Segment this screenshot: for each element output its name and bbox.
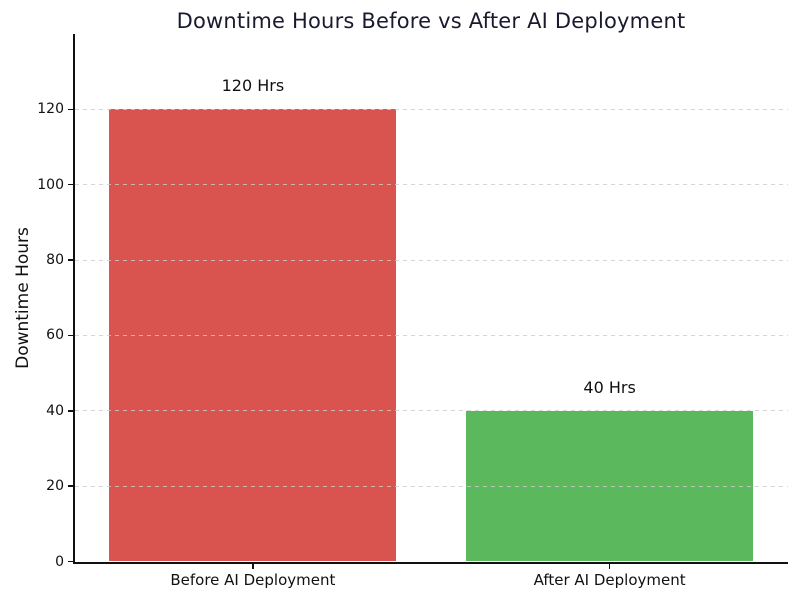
y-tick-label: 0 xyxy=(55,553,64,570)
plot-area xyxy=(73,34,788,564)
gridline xyxy=(74,485,788,487)
gridline xyxy=(74,334,788,336)
y-tick xyxy=(68,334,73,337)
y-tick-label: 120 xyxy=(37,101,64,118)
y-tick-label: 20 xyxy=(46,478,64,495)
y-tick-label: 80 xyxy=(46,252,64,269)
y-tick-label: 100 xyxy=(37,176,64,193)
y-tick xyxy=(68,560,73,563)
x-tick-label: Before AI Deployment xyxy=(170,571,336,589)
y-tick xyxy=(68,410,73,412)
y-tick xyxy=(68,108,73,111)
y-tick-label: 60 xyxy=(46,327,64,344)
y-tick xyxy=(68,259,73,261)
gridline xyxy=(74,410,788,412)
gridline xyxy=(74,259,788,261)
bar-value-label: 120 Hrs xyxy=(221,76,285,96)
gridline xyxy=(74,108,788,110)
bar-value-label: 40 Hrs xyxy=(583,377,636,397)
x-tick xyxy=(608,563,611,569)
y-tick xyxy=(68,183,73,186)
x-tick-label: After AI Deployment xyxy=(533,571,686,589)
y-tick xyxy=(68,485,73,487)
x-tick xyxy=(252,563,254,569)
gridline xyxy=(74,184,788,186)
y-tick-label: 40 xyxy=(46,402,64,419)
chart-title: Downtime Hours Before vs After AI Deploy… xyxy=(176,9,686,33)
